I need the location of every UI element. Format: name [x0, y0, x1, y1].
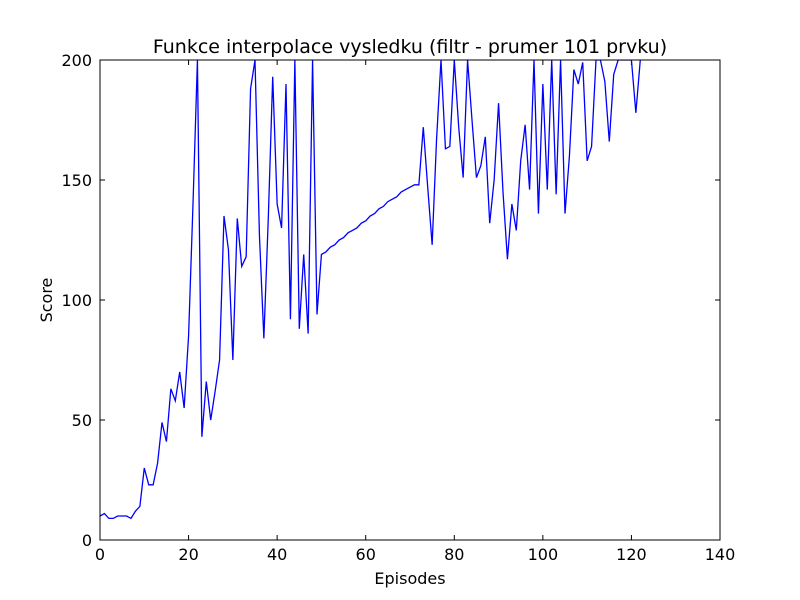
tick-labels: 0 20 40 60 80 100 120 140 0 50 100 150 200 — [61, 51, 735, 564]
x-tick-label: 120 — [616, 545, 647, 564]
x-tick-label: 140 — [705, 545, 736, 564]
y-axis-label: Score — [37, 278, 56, 323]
y-tick-label: 200 — [61, 51, 92, 70]
x-tick-label: 20 — [178, 545, 198, 564]
plot-frame — [99, 59, 721, 541]
y-tick-label: 100 — [61, 291, 92, 310]
series-line — [100, 60, 641, 520]
x-tick-label: 100 — [528, 545, 559, 564]
x-tick-label: 40 — [267, 545, 287, 564]
x-tick-label: 0 — [95, 545, 105, 564]
y-tick-label: 150 — [61, 171, 92, 190]
chart-title: Funkce interpolace vysledku (filtr - pru… — [153, 36, 667, 58]
y-tick-label: 0 — [82, 531, 92, 550]
x-tick-label: 80 — [444, 545, 464, 564]
x-tick-label: 60 — [356, 545, 376, 564]
x-axis-label: Episodes — [374, 569, 445, 588]
y-tick-label: 50 — [72, 411, 92, 430]
